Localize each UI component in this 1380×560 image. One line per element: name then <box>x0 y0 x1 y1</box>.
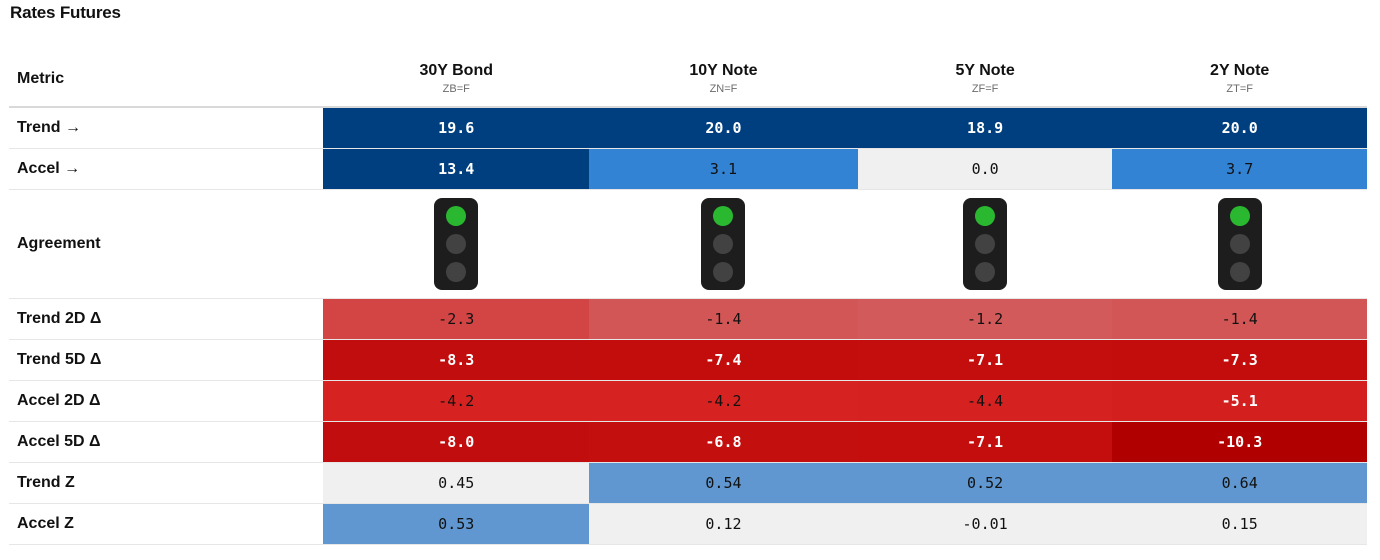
value-cell: -7.3 <box>1112 339 1367 381</box>
value-cell: 0.53 <box>323 503 590 545</box>
traffic-light-middle-lamp <box>1229 233 1250 254</box>
value-cell: 3.1 <box>589 148 858 190</box>
value-cell: -8.3 <box>323 339 590 381</box>
value-cell: -1.2 <box>857 298 1113 340</box>
row-accel-5d-delta: Accel 5D Δ -8.0 -6.8 -7.1 -10.3 <box>9 421 1367 463</box>
row-label: Trend Z <box>9 462 324 504</box>
value-cell: -7.1 <box>857 339 1113 381</box>
column-header-5y-note: 5Y Note ZF=F <box>857 51 1113 108</box>
traffic-light-top-lamp <box>975 205 996 226</box>
traffic-light-top-lamp <box>446 205 467 226</box>
traffic-light-middle-lamp <box>713 233 734 254</box>
metric-column-header: Metric <box>9 51 324 108</box>
row-label: Trend → <box>9 107 324 149</box>
value-cell: -4.4 <box>857 380 1113 422</box>
rates-futures-table: Metric 30Y Bond ZB=F 10Y Note ZN=F 5Y No… <box>9 51 1367 545</box>
agreement-cell <box>1112 189 1367 299</box>
value-cell: 0.64 <box>1112 462 1367 504</box>
column-header-2y-note: 2Y Note ZT=F <box>1112 51 1367 108</box>
traffic-light-bottom-lamp <box>1229 261 1250 282</box>
value-cell: 20.0 <box>1112 107 1367 149</box>
value-cell: 0.15 <box>1112 503 1367 545</box>
traffic-light-top-lamp <box>713 205 734 226</box>
row-label: Accel Z <box>9 503 324 545</box>
value-cell: 18.9 <box>857 107 1113 149</box>
row-accel-2d-delta: Accel 2D Δ -4.2 -4.2 -4.4 -5.1 <box>9 380 1367 422</box>
row-label: Trend 2D Δ <box>9 298 324 340</box>
traffic-light-middle-lamp <box>975 233 996 254</box>
traffic-light-icon <box>1217 197 1262 290</box>
row-trend-2d-delta: Trend 2D Δ -2.3 -1.4 -1.2 -1.4 <box>9 298 1367 340</box>
value-cell: 0.12 <box>589 503 858 545</box>
column-ticker: ZB=F <box>442 82 470 95</box>
row-trend-z: Trend Z 0.45 0.54 0.52 0.64 <box>9 462 1367 504</box>
column-ticker: ZN=F <box>709 82 738 95</box>
agreement-cell <box>589 189 858 299</box>
traffic-light-bottom-lamp <box>713 261 734 282</box>
page-title: Rates Futures <box>10 3 121 22</box>
row-label: Accel → <box>9 148 324 190</box>
row-label: Trend 5D Δ <box>9 339 324 381</box>
column-name: 5Y Note <box>955 61 1015 79</box>
column-ticker: ZT=F <box>1226 82 1253 95</box>
agreement-cell <box>857 189 1113 299</box>
agreement-cell <box>323 189 590 299</box>
value-cell: 0.45 <box>323 462 590 504</box>
traffic-light-middle-lamp <box>446 233 467 254</box>
value-cell: 13.4 <box>323 148 590 190</box>
value-cell: 3.7 <box>1112 148 1367 190</box>
value-cell: -8.0 <box>323 421 590 463</box>
row-label: Accel 5D Δ <box>9 421 324 463</box>
row-trend: Trend → 19.6 20.0 18.9 20.0 <box>9 107 1367 149</box>
column-name: 30Y Bond <box>419 61 493 79</box>
value-cell: -5.1 <box>1112 380 1367 422</box>
value-cell: -7.1 <box>857 421 1113 463</box>
traffic-light-top-lamp <box>1229 205 1250 226</box>
value-cell: 19.6 <box>323 107 590 149</box>
value-cell: 0.52 <box>857 462 1113 504</box>
value-cell: 0.54 <box>589 462 858 504</box>
value-cell: -10.3 <box>1112 421 1367 463</box>
traffic-light-icon <box>434 197 479 290</box>
traffic-light-bottom-lamp <box>446 261 467 282</box>
row-label: Accel 2D Δ <box>9 380 324 422</box>
column-name: 2Y Note <box>1210 61 1270 79</box>
value-cell: -1.4 <box>589 298 858 340</box>
row-agreement: Agreement <box>9 189 1367 299</box>
value-cell: -7.4 <box>589 339 858 381</box>
traffic-light-icon <box>701 197 746 290</box>
column-header-30y-bond: 30Y Bond ZB=F <box>323 51 590 108</box>
row-accel-z: Accel Z 0.53 0.12 -0.01 0.15 <box>9 503 1367 545</box>
column-name: 10Y Note <box>689 61 758 79</box>
traffic-light-icon <box>963 197 1008 290</box>
value-cell: -1.4 <box>1112 298 1367 340</box>
value-cell: -2.3 <box>323 298 590 340</box>
header-row: Metric 30Y Bond ZB=F 10Y Note ZN=F 5Y No… <box>9 51 1367 108</box>
value-cell: -0.01 <box>857 503 1113 545</box>
row-accel: Accel → 13.4 3.1 0.0 3.7 <box>9 148 1367 190</box>
value-cell: -4.2 <box>589 380 858 422</box>
value-cell: 20.0 <box>589 107 858 149</box>
row-trend-5d-delta: Trend 5D Δ -8.3 -7.4 -7.1 -7.3 <box>9 339 1367 381</box>
value-cell: -6.8 <box>589 421 858 463</box>
column-ticker: ZF=F <box>971 82 999 95</box>
value-cell: -4.2 <box>323 380 590 422</box>
value-cell: 0.0 <box>857 148 1113 190</box>
row-label: Agreement <box>9 189 324 299</box>
traffic-light-bottom-lamp <box>975 261 996 282</box>
column-header-10y-note: 10Y Note ZN=F <box>589 51 858 108</box>
